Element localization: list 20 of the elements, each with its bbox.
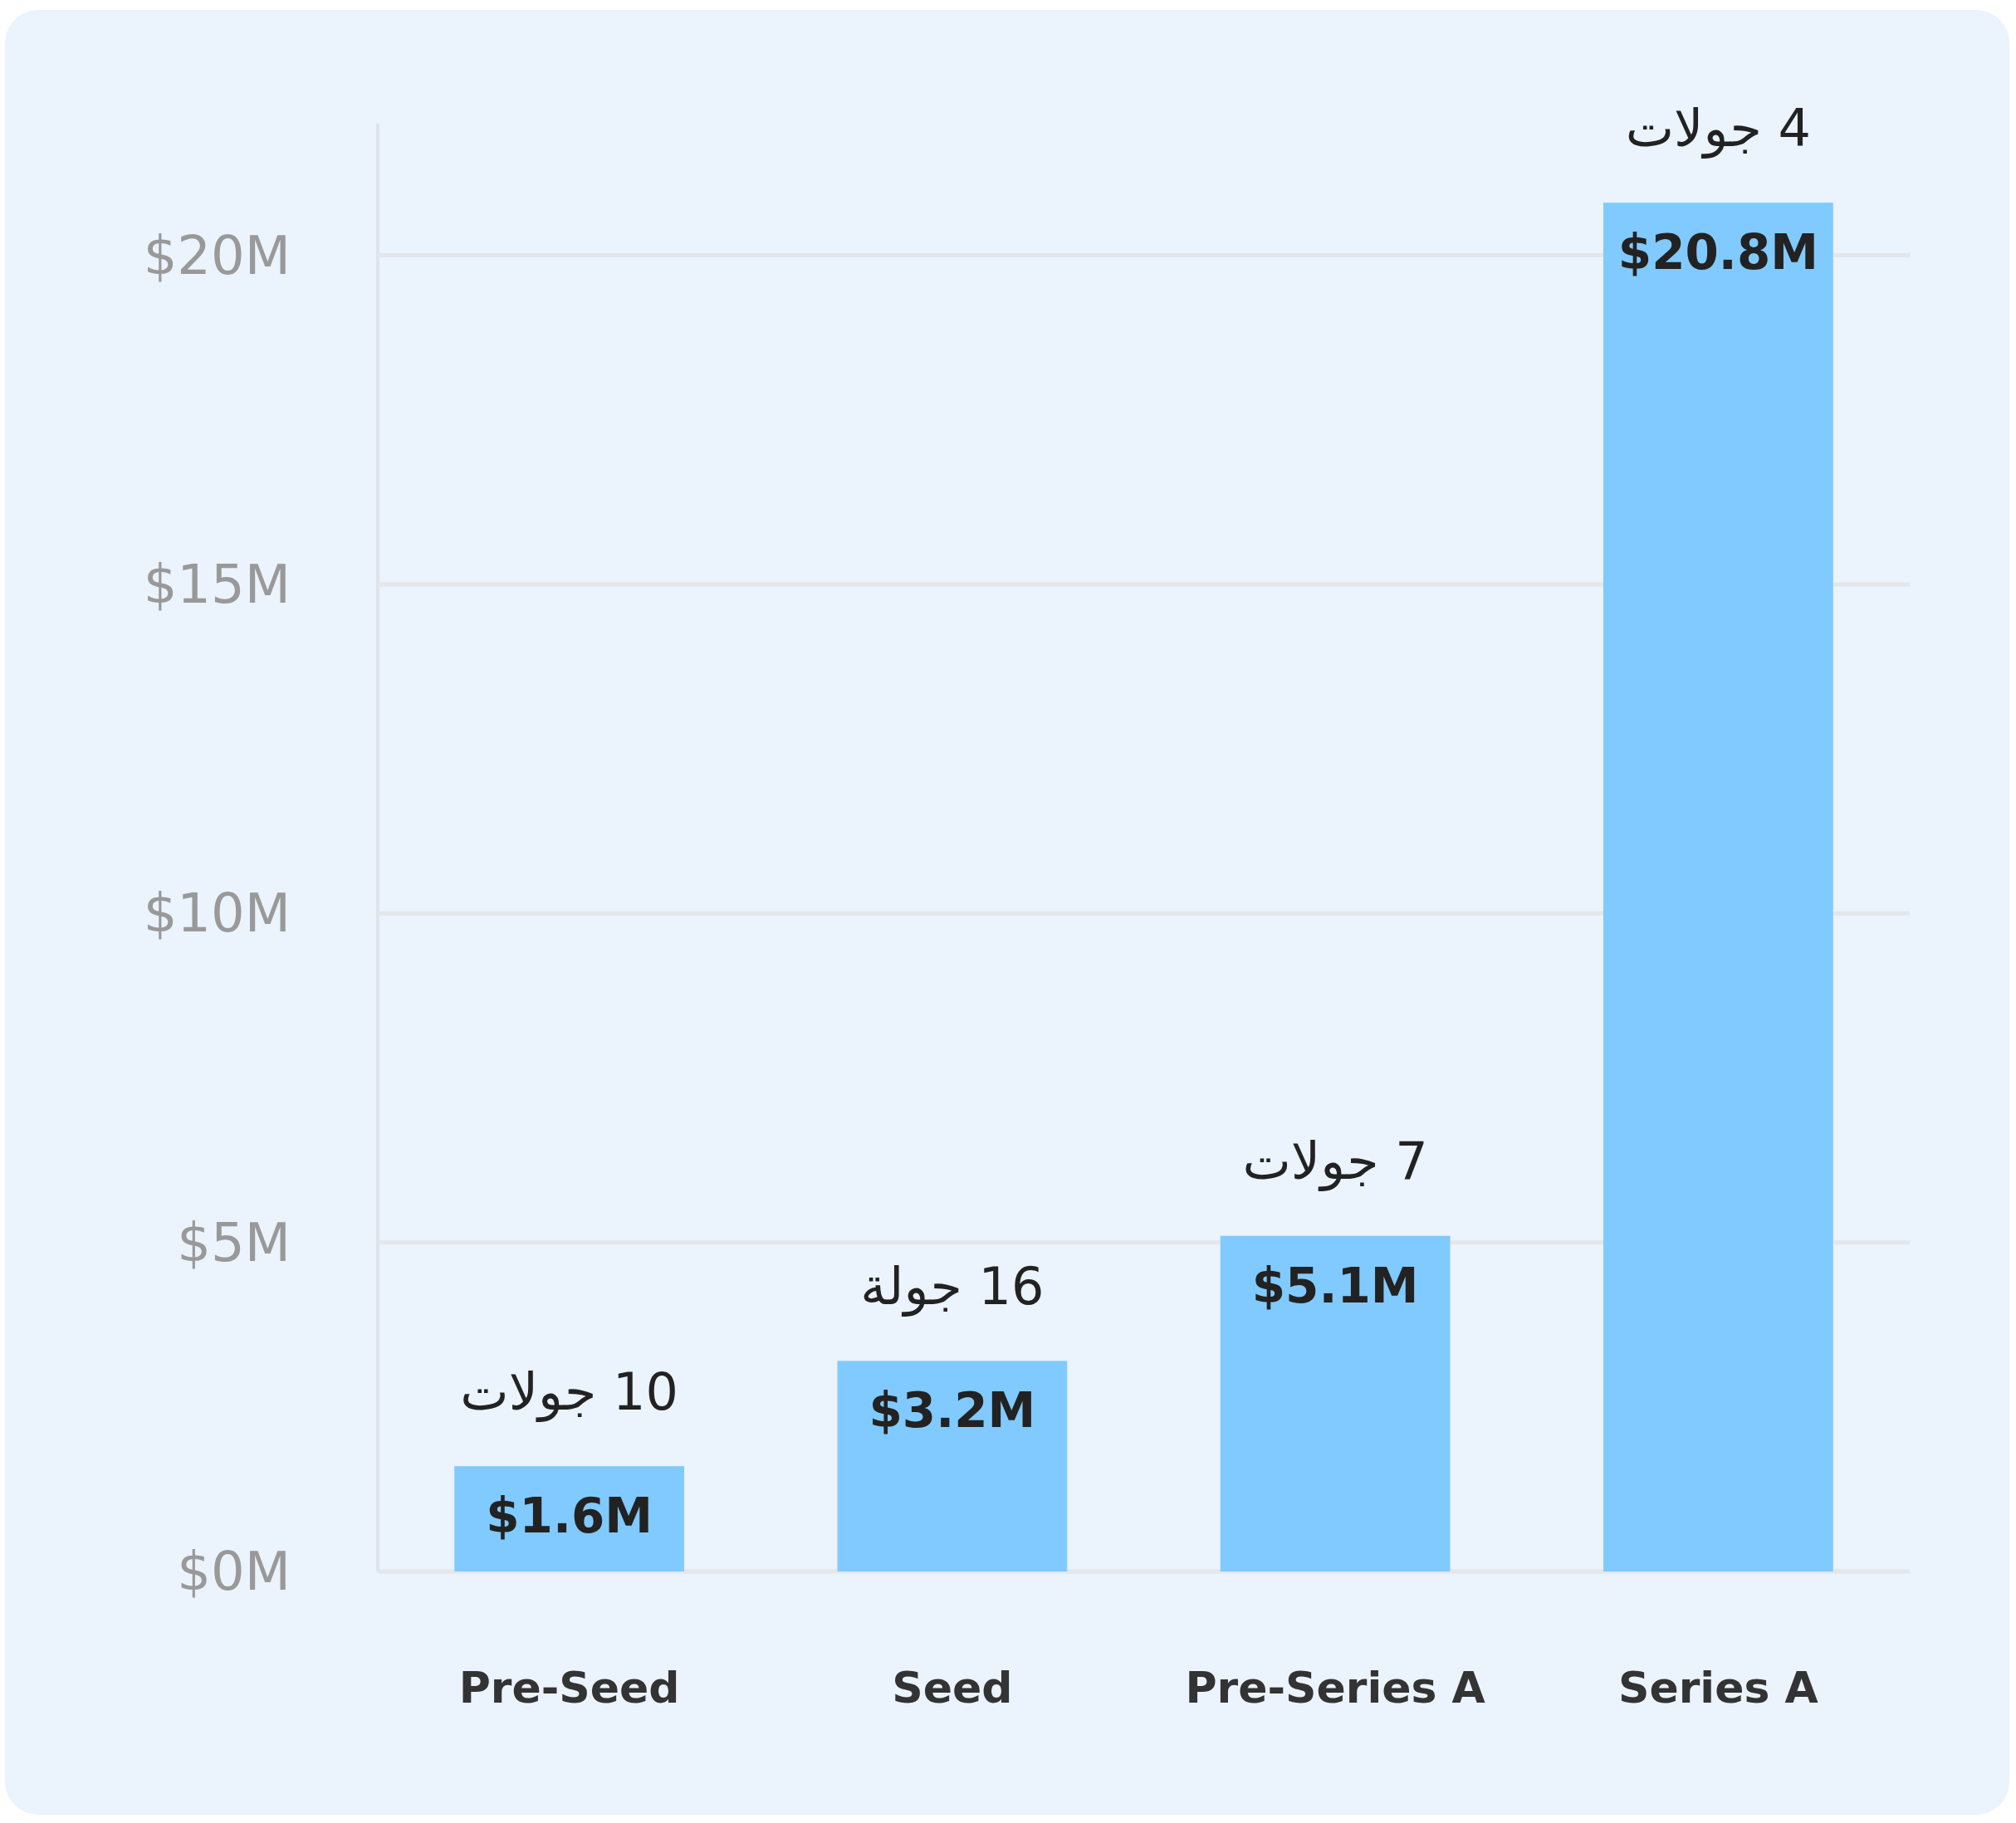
x-tick-label: Seed bbox=[892, 1663, 1013, 1713]
annotation: 16 جولة bbox=[860, 1255, 1045, 1317]
x-tick-label: Pre-Series A bbox=[1185, 1663, 1485, 1713]
data-label: $20.8M bbox=[1617, 224, 1818, 281]
x-tick-label: Series A bbox=[1617, 1663, 1818, 1713]
data-label: $1.6M bbox=[486, 1488, 653, 1545]
data-label: $5.1M bbox=[1251, 1257, 1419, 1314]
bar bbox=[1220, 1235, 1451, 1571]
annotation: 10 جولات bbox=[460, 1361, 678, 1422]
y-tick-label: $15M bbox=[143, 553, 291, 615]
data-label: $3.2M bbox=[869, 1382, 1036, 1439]
y-tick-label: $20M bbox=[143, 224, 291, 286]
bar bbox=[837, 1361, 1068, 1571]
y-tick-label: $10M bbox=[143, 882, 291, 945]
annotation: 7 جولات bbox=[1242, 1131, 1428, 1192]
x-tick-label: Pre-Seed bbox=[458, 1663, 680, 1713]
bar bbox=[1603, 203, 1833, 1571]
annotation: 4 جولات bbox=[1625, 97, 1811, 159]
y-tick-label: $5M bbox=[177, 1211, 291, 1273]
y-tick-label: $0M bbox=[177, 1541, 291, 1602]
